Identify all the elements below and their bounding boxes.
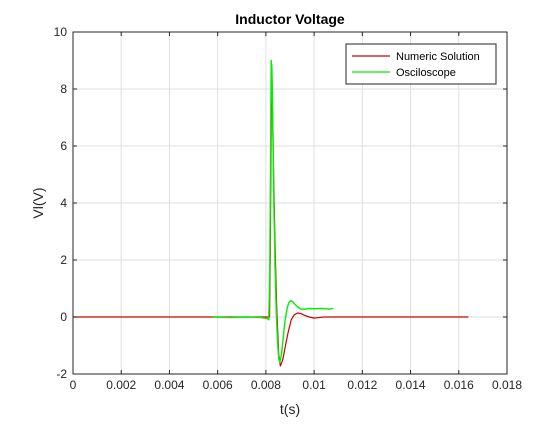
y-tick-label: 10 [54, 25, 68, 39]
x-tick-label: 0.018 [492, 378, 522, 392]
series-layer [73, 59, 469, 367]
series-line-osciloscope [212, 59, 334, 364]
chart-title: Inductor Voltage [235, 11, 345, 27]
legend-box [345, 43, 497, 85]
x-tick-label: 0.016 [444, 378, 474, 392]
y-axis-label: Vl(V) [30, 187, 46, 218]
x-tick-label: 0.014 [396, 378, 426, 392]
y-tick-label: -2 [56, 367, 67, 381]
y-tick-label: 8 [60, 82, 67, 96]
x-tick-label: 0.008 [251, 378, 281, 392]
y-tick-label: 4 [60, 196, 67, 210]
axes-layer: 0 0.002 0.004 0.006 0.008 0.01 0.012 0.014 0.016… [54, 25, 523, 392]
legend: Numeric Solution Osciloscope [345, 43, 497, 85]
x-tick-label: 0.004 [154, 378, 184, 392]
x-axis-label: t(s) [280, 401, 300, 417]
y-tick-label: 6 [60, 139, 67, 153]
y-tick-label: 2 [60, 253, 67, 267]
x-tick-label: 0.002 [106, 378, 136, 392]
legend-label-osciloscope: Osciloscope [396, 67, 456, 79]
legend-label-numeric-solution: Numeric Solution [396, 51, 480, 63]
x-tick-label: 0 [70, 378, 77, 392]
x-tick-label: 0.006 [203, 378, 233, 392]
y-tick-label: 0 [60, 310, 67, 324]
x-tick-label: 0.012 [347, 378, 377, 392]
x-tick-label: 0.01 [302, 378, 326, 392]
